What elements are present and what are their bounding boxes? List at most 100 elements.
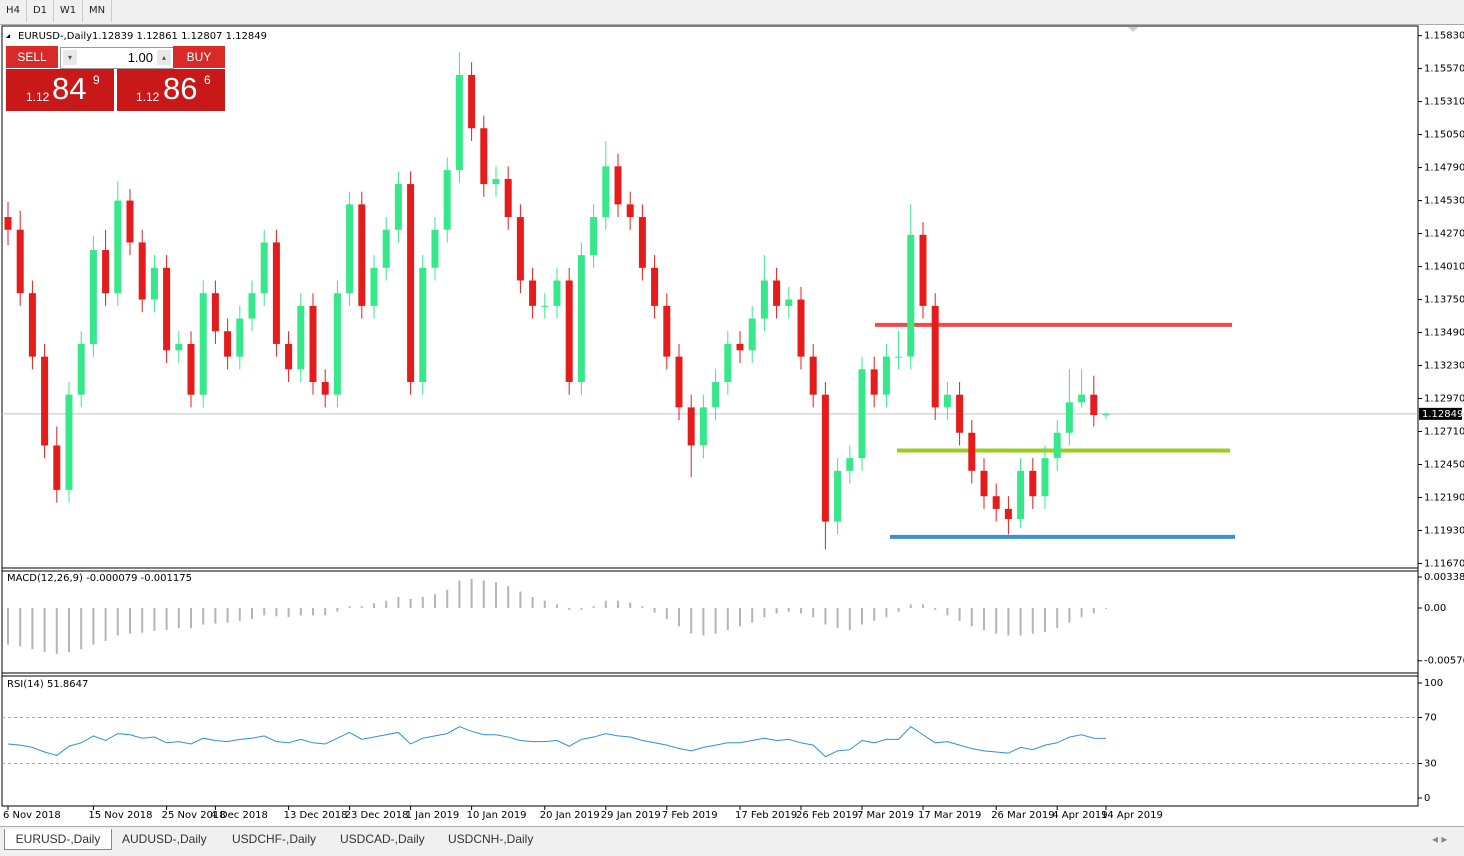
y-tick-label: 100 — [1424, 678, 1443, 689]
lot-input[interactable]: ▾ 1.00 ▴ — [60, 47, 174, 69]
candle-body — [1029, 470, 1037, 497]
y-tick-label: 1.14270 — [1424, 229, 1464, 240]
tab-scroll[interactable]: ◂ ▸ — [1432, 832, 1448, 846]
y-tick-label: 1.12190 — [1424, 492, 1464, 503]
timeframe-button[interactable]: H4 — [0, 0, 27, 22]
y-tick-label: 1.12450 — [1424, 459, 1464, 470]
x-tick-label: 29 Jan 2019 — [601, 810, 661, 821]
candle-body — [1053, 432, 1061, 459]
candle-body — [943, 394, 951, 408]
candle-body — [248, 293, 256, 319]
chart-tab[interactable]: USDCHF-,Daily — [232, 832, 316, 846]
y-tick-label: 1.13750 — [1424, 295, 1464, 306]
candle-body — [1078, 394, 1086, 403]
symbol-label: EURUSD-,Daily — [18, 31, 92, 42]
x-tick-label: 23 Dec 2018 — [345, 810, 409, 821]
toolbar: H4 D1 W1 MN — [0, 0, 1464, 25]
x-tick-label: 15 Nov 2018 — [88, 810, 152, 821]
candle-body — [285, 343, 293, 370]
candle-body — [4, 217, 12, 230]
trade-panel: SELL ▾ 1.00 ▴ BUY 1.12 84 9 1.12 86 6 — [6, 46, 225, 111]
candle-body — [138, 242, 146, 300]
ask-price[interactable]: 1.12 86 6 — [117, 69, 225, 111]
candle-body — [870, 369, 878, 395]
candle-body — [346, 204, 354, 294]
x-tick-label: 17 Feb 2019 — [735, 810, 797, 821]
candle-body — [675, 356, 683, 408]
x-tick-label: 20 Jan 2019 — [540, 810, 600, 821]
candle-body — [260, 242, 268, 294]
candle-body — [614, 166, 622, 205]
candle-body — [1102, 413, 1110, 416]
candle-body — [858, 369, 866, 459]
ask-small: 6 — [204, 73, 211, 87]
candle-body — [687, 407, 695, 446]
sell-button[interactable]: SELL — [6, 46, 58, 68]
candle-body — [638, 217, 646, 268]
candle-body — [748, 318, 756, 351]
chart-tab[interactable]: USDCNH-,Daily — [448, 832, 534, 846]
bid-big: 84 — [52, 71, 87, 106]
y-tick-label: 1.15570 — [1424, 64, 1464, 75]
rsi-line — [7, 726, 1107, 758]
y-tick-label: 0.003387 — [1424, 572, 1464, 583]
ask-big: 86 — [163, 71, 198, 106]
candle-body — [577, 255, 585, 383]
x-tick-label: 7 Mar 2019 — [857, 810, 914, 821]
bid-price[interactable]: 1.12 84 9 — [6, 69, 114, 111]
candle-body — [431, 229, 439, 268]
candle-body — [980, 470, 988, 497]
y-tick-label: 1.13230 — [1424, 361, 1464, 372]
lot-down[interactable]: ▾ — [63, 50, 77, 65]
candle-body — [931, 305, 939, 408]
candle-body — [712, 382, 720, 408]
candle-body — [919, 234, 927, 306]
candle-body — [236, 318, 244, 357]
candle-body — [224, 331, 232, 357]
x-tick-label: 4 Apr 2019 — [1052, 810, 1107, 821]
chart-frame — [1, 25, 1419, 807]
y-tick-label: 30 — [1424, 759, 1437, 770]
y-tick-label: 1.14010 — [1424, 262, 1464, 273]
candle-body — [187, 343, 195, 395]
shift-marker — [1128, 27, 1138, 32]
candle-body — [455, 74, 463, 171]
timeframe-button[interactable]: W1 — [54, 0, 83, 22]
chart-tab[interactable]: AUDUSD-,Daily — [122, 832, 207, 846]
y-tick-label: 1.15310 — [1424, 97, 1464, 108]
candle-body — [28, 293, 36, 357]
candle-body — [297, 305, 305, 370]
candle-body — [736, 343, 744, 351]
candle-body — [16, 229, 24, 294]
y-tick-label: 70 — [1424, 713, 1437, 724]
candle-body — [956, 394, 964, 433]
candle-body — [1090, 394, 1098, 416]
candle-body — [175, 343, 183, 351]
chart: EURUSD-,Daily 1.12839 1.12861 1.12807 1.… — [1, 25, 1464, 821]
y-tick-label: 1.15050 — [1424, 130, 1464, 141]
x-tick-label: 25 Nov 2018 — [162, 810, 226, 821]
chart-tab[interactable]: USDCAD-,Daily — [340, 832, 425, 846]
candle-body — [760, 280, 768, 319]
candle-body — [602, 166, 610, 218]
lot-up[interactable]: ▴ — [157, 50, 171, 65]
chart-tab[interactable]: EURUSD-,Daily — [4, 829, 112, 850]
candle-body — [1004, 508, 1012, 520]
x-tick-label: 26 Feb 2019 — [796, 810, 858, 821]
timeframe-button[interactable]: D1 — [27, 0, 54, 22]
candle-body — [309, 305, 317, 383]
tab-bar: EURUSD-,Daily AUDUSD-,Daily USDCHF-,Dail… — [0, 826, 1464, 856]
buy-button[interactable]: BUY — [173, 46, 225, 68]
current-price-box — [1419, 407, 1462, 420]
candle-body — [53, 445, 61, 490]
ask-prefix: 1.12 — [136, 90, 160, 104]
x-tick-label: 7 Feb 2019 — [662, 810, 718, 821]
timeframe-button[interactable]: MN — [83, 0, 112, 22]
candle-body — [651, 267, 659, 306]
y-tick-label: -0.00576 — [1424, 656, 1464, 667]
collapse-icon[interactable] — [6, 34, 10, 38]
candle-body — [272, 242, 280, 344]
candle-body — [321, 382, 329, 395]
candle-body — [41, 356, 49, 446]
